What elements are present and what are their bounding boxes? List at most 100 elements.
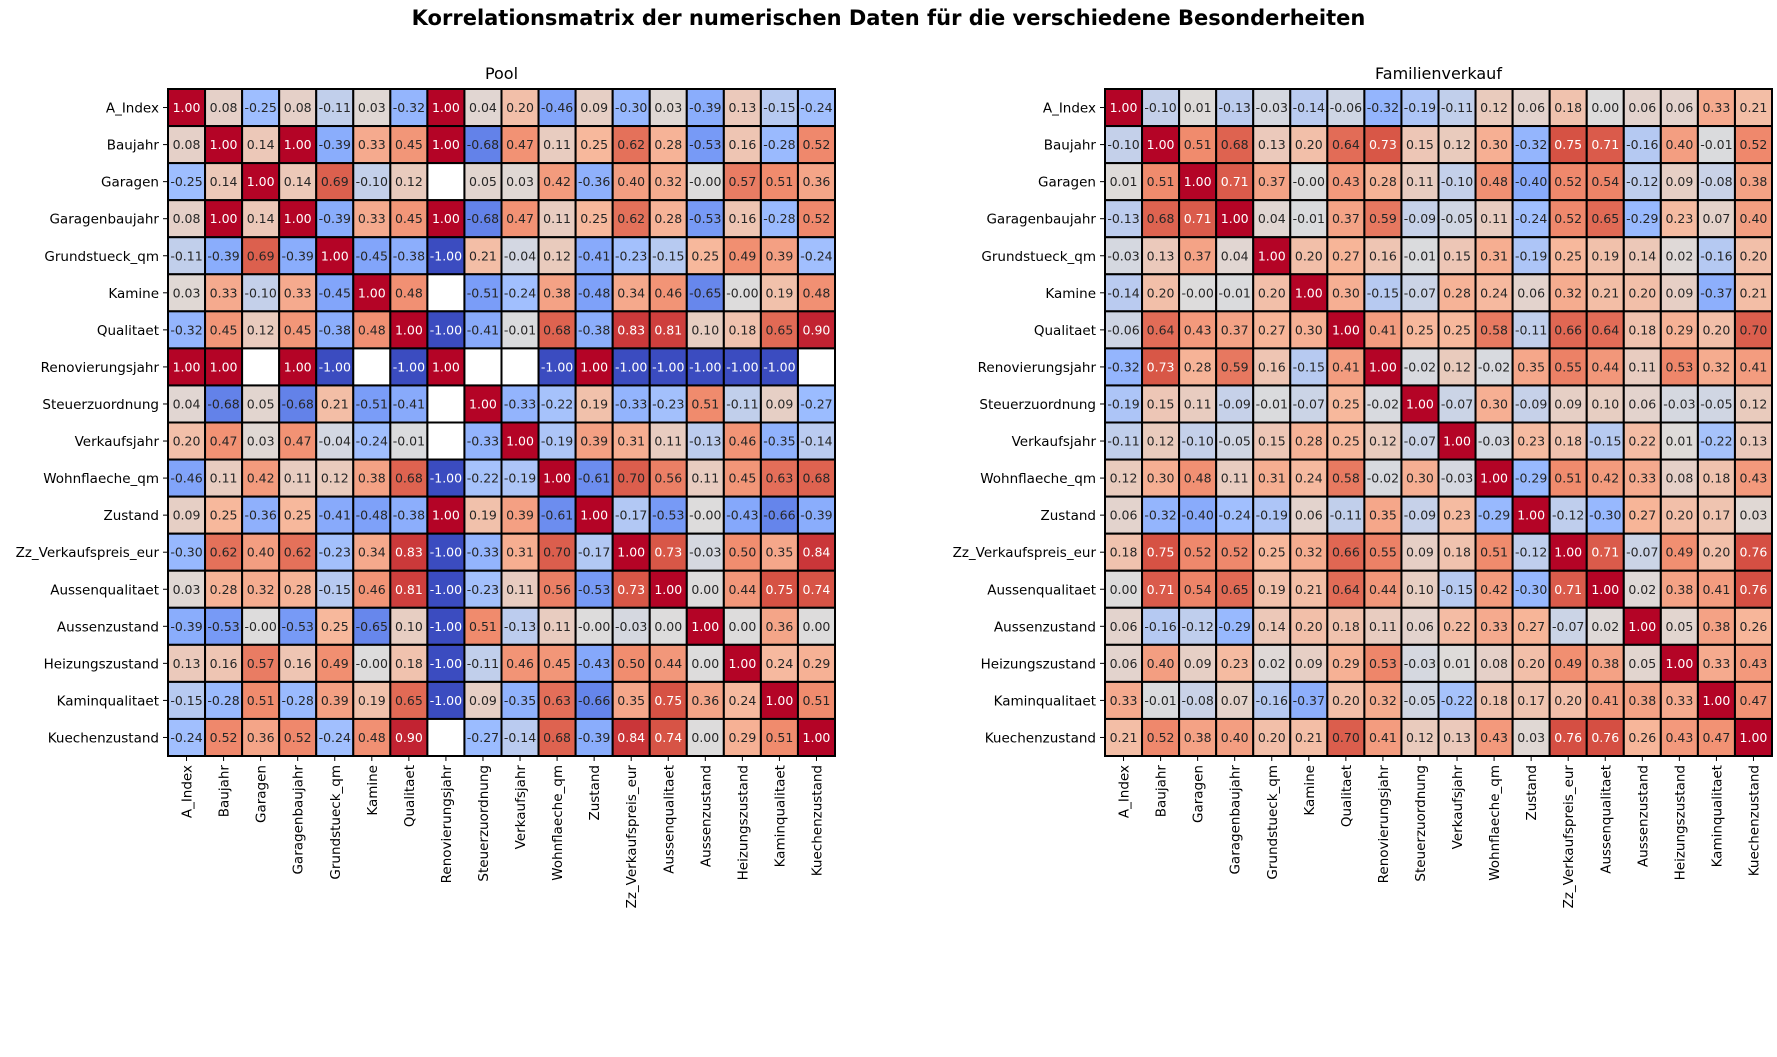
cell-value-label: -0.15 [1441, 582, 1473, 597]
cell-value-label: 0.03 [173, 582, 201, 597]
cell-value-label: 1.00 [173, 100, 201, 115]
heatmap-cell [389, 236, 429, 276]
heatmap-cell [1400, 495, 1440, 535]
y-tick-label: Aussenqualitaet [987, 582, 1096, 598]
cell-value-label: 1.00 [247, 174, 275, 189]
heatmap-cell [1622, 384, 1662, 424]
cell-value-label: 0.10 [1406, 582, 1434, 597]
heatmap-cell [685, 606, 725, 646]
cell-value-label: -0.24 [800, 248, 832, 263]
cell-value-label: 0.17 [1702, 508, 1730, 523]
cell-value-label: 0.01 [1665, 434, 1693, 449]
cell-value-label: -0.00 [726, 285, 758, 300]
cell-value-label: 0.65 [1221, 582, 1249, 597]
x-tick-label: Zustand [1524, 765, 1540, 821]
cell-value-label: -0.24 [800, 100, 832, 115]
cell-value-label: 0.47 [1740, 693, 1768, 708]
cell-value-label: 0.20 [1295, 619, 1323, 634]
cell-value-label: 0.06 [1517, 100, 1545, 115]
cell-value-label: -0.05 [1219, 434, 1251, 449]
heatmap-cell [426, 162, 466, 202]
x-tick-label: Kamine [365, 765, 381, 816]
cell-value-label: 0.65 [1591, 211, 1619, 226]
cell-value-label: 0.90 [803, 322, 831, 337]
cell-value-label: 0.42 [1480, 582, 1508, 597]
cell-value-label: -0.39 [282, 248, 314, 263]
heatmap-cell [241, 125, 281, 165]
heatmap-cell [500, 569, 540, 609]
heatmap-cell [648, 236, 688, 276]
heatmap-cell [648, 569, 688, 609]
cell-value-label: 0.73 [654, 545, 682, 560]
cell-value-label: 0.50 [617, 656, 645, 671]
cell-value-label: -0.25 [170, 174, 202, 189]
cell-value-label: 0.40 [1221, 730, 1249, 745]
cell-value-label: -0.33 [467, 545, 499, 560]
cell-value-label: 0.12 [1443, 359, 1471, 374]
heatmap-cell [759, 495, 799, 535]
cell-value-label: -0.43 [578, 656, 610, 671]
cell-value-label: 0.24 [1480, 285, 1508, 300]
cell-value-label: 0.41 [1332, 359, 1360, 374]
cell-value-label: 0.25 [691, 248, 719, 263]
cell-value-label: 0.18 [1443, 545, 1471, 560]
heatmap-cell [167, 347, 207, 387]
heatmap-cell [1659, 458, 1699, 498]
cell-value-label: 0.06 [1110, 508, 1138, 523]
cell-value-label: 0.19 [1258, 582, 1286, 597]
cell-value-label: 0.36 [765, 619, 793, 634]
cell-value-label: 0.14 [284, 174, 312, 189]
heatmap-cell [500, 88, 540, 128]
cell-value-label: 0.56 [543, 582, 571, 597]
cell-value-label: 1.00 [1591, 582, 1619, 597]
cell-value-label: -0.46 [170, 471, 202, 486]
cell-value-label: 1.00 [1110, 100, 1138, 115]
cell-value-label: 0.54 [1184, 582, 1212, 597]
heatmap-cell [500, 495, 540, 535]
cell-value-label: -0.12 [1181, 619, 1213, 634]
cell-value-label: -0.28 [282, 693, 314, 708]
cell-value-label: 0.45 [284, 322, 312, 337]
cell-value-label: 0.20 [1258, 730, 1286, 745]
cell-value-label: 0.43 [1740, 471, 1768, 486]
cell-value-label: 0.81 [395, 582, 423, 597]
cell-value-label: 1.00 [210, 211, 238, 226]
cell-value-label: 0.14 [210, 174, 238, 189]
cell-value-label: -0.36 [578, 174, 610, 189]
cell-value-label: 0.37 [1184, 248, 1212, 263]
y-tick-label: Steuerzuordnung [979, 397, 1096, 413]
heatmap-cell [685, 532, 725, 572]
cell-value-label: 0.22 [1443, 619, 1471, 634]
cell-value-label: 0.48 [1480, 174, 1508, 189]
cell-value-label: -0.65 [689, 285, 721, 300]
cell-value-label: 0.65 [395, 693, 423, 708]
heatmap-cell [1252, 273, 1292, 313]
cell-value-label: 0.11 [1221, 471, 1249, 486]
cell-value-label: -0.32 [1144, 508, 1176, 523]
cell-value-label: 0.45 [210, 322, 238, 337]
x-tick-label: Grundstueck_qm [328, 765, 344, 880]
cell-value-label: 1.00 [173, 359, 201, 374]
heatmap-cell [685, 162, 725, 202]
cell-value-label: -0.27 [467, 730, 499, 745]
cell-value-label: -0.39 [207, 248, 239, 263]
cell-value-label: -0.10 [1441, 174, 1473, 189]
cell-value-label: 0.29 [1665, 322, 1693, 337]
heatmap-cell [241, 717, 281, 758]
cell-value-label: -0.61 [541, 508, 573, 523]
heatmap-cell [241, 88, 281, 128]
heatmap-cell [1178, 495, 1218, 535]
cell-value-label: -0.48 [356, 508, 388, 523]
y-tick-label: Garagenbaujahr [986, 212, 1096, 228]
cell-value-label: -1.00 [430, 545, 462, 560]
cell-value-label: -0.30 [615, 100, 647, 115]
cell-value-label: 0.48 [395, 285, 423, 300]
cell-value-label: 0.40 [247, 545, 275, 560]
heatmap-cell [426, 680, 466, 720]
cell-value-label: 1.00 [543, 471, 571, 486]
cell-value-label: 0.04 [1221, 248, 1249, 263]
cell-value-label: 0.09 [1554, 396, 1582, 411]
cell-value-label: 0.35 [765, 545, 793, 560]
cell-value-label: 0.76 [1591, 730, 1619, 745]
heatmap-cell [1326, 680, 1366, 720]
